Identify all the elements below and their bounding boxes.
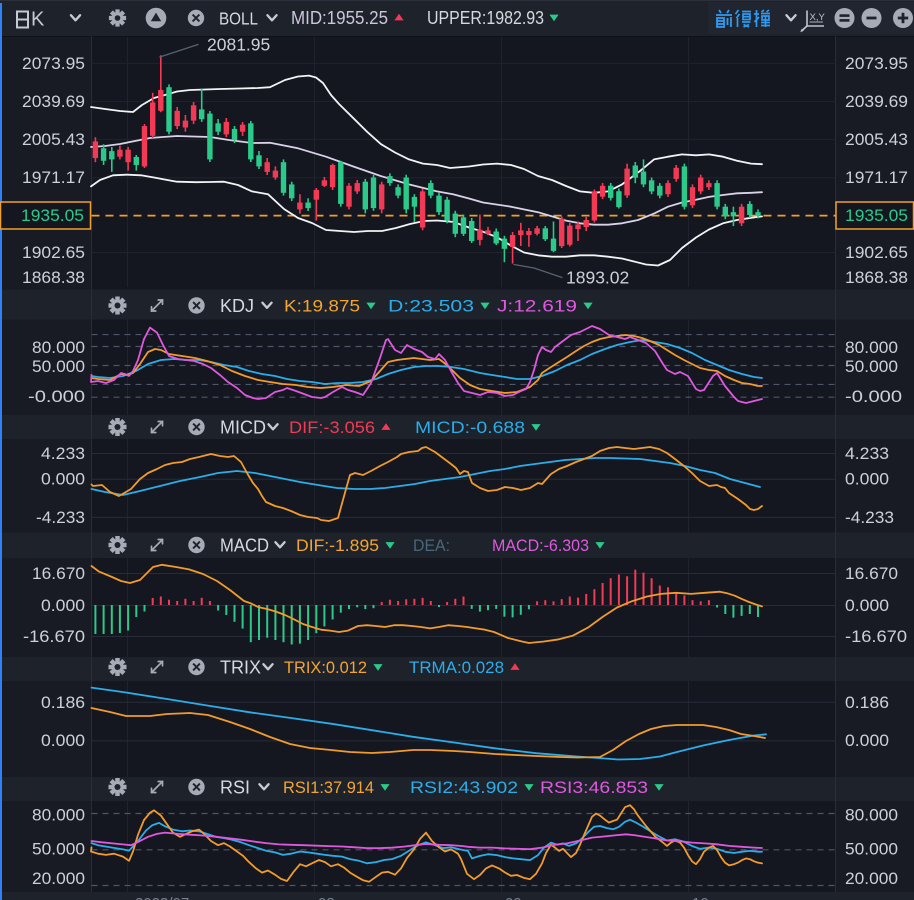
- svg-text:RSI: RSI: [220, 778, 250, 798]
- svg-text:RSI3:46.853: RSI3:46.853: [540, 778, 648, 797]
- svg-text:J:12.619: J:12.619: [497, 297, 577, 316]
- svg-text:0.000: 0.000: [41, 596, 85, 615]
- svg-text:2005.43: 2005.43: [845, 130, 908, 149]
- svg-text:80.000: 80.000: [845, 338, 898, 357]
- svg-text:50.000: 50.000: [845, 840, 898, 859]
- svg-text:0.000: 0.000: [41, 731, 85, 750]
- svg-text:0.186: 0.186: [845, 693, 889, 712]
- svg-text:0.000: 0.000: [845, 731, 889, 750]
- svg-text:DEA:: DEA:: [413, 536, 450, 555]
- svg-text:1902.65: 1902.65: [845, 243, 908, 262]
- svg-text:08: 08: [318, 895, 335, 900]
- svg-text:-16.670: -16.670: [23, 627, 85, 646]
- svg-text:16.670: 16.670: [32, 564, 85, 583]
- svg-text:2073.95: 2073.95: [845, 54, 908, 73]
- svg-text:4.233: 4.233: [845, 444, 889, 463]
- svg-text:2023/07: 2023/07: [135, 895, 189, 900]
- svg-text:MACD: MACD: [220, 536, 269, 556]
- svg-text:DIF:-1.895: DIF:-1.895: [296, 536, 379, 555]
- svg-text:20.000: 20.000: [32, 869, 85, 888]
- svg-text:50.000: 50.000: [32, 357, 85, 376]
- svg-text:RSI2:43.902: RSI2:43.902: [410, 778, 518, 797]
- svg-text:1935.05: 1935.05: [845, 206, 908, 225]
- svg-text:09: 09: [505, 895, 522, 900]
- svg-text:TRIX: TRIX: [220, 658, 261, 678]
- svg-text:50.000: 50.000: [845, 357, 898, 376]
- svg-text:-4.233: -4.233: [845, 508, 894, 527]
- svg-text:1971.17: 1971.17: [22, 168, 85, 187]
- svg-text:TRIX:0.012: TRIX:0.012: [284, 658, 367, 677]
- svg-text:0.000: 0.000: [845, 470, 889, 489]
- svg-text:2005.43: 2005.43: [22, 130, 85, 149]
- svg-text:BOLL: BOLL: [219, 9, 258, 29]
- svg-text:-0.000: -0.000: [845, 387, 902, 406]
- svg-text:10: 10: [692, 895, 709, 900]
- svg-text:80.000: 80.000: [32, 338, 85, 357]
- svg-text:1868.38: 1868.38: [845, 268, 908, 287]
- svg-text:2039.69: 2039.69: [22, 92, 85, 111]
- svg-text:DIF:-3.056: DIF:-3.056: [289, 418, 375, 437]
- svg-text:D:23.503: D:23.503: [388, 297, 474, 316]
- svg-text:1902.65: 1902.65: [22, 243, 85, 262]
- svg-text:1935.05: 1935.05: [21, 206, 84, 225]
- svg-text:-4.233: -4.233: [36, 508, 85, 527]
- svg-text:1971.17: 1971.17: [845, 168, 908, 187]
- svg-text:-16.670: -16.670: [845, 627, 907, 646]
- svg-text:80.000: 80.000: [32, 806, 85, 825]
- svg-text:2073.95: 2073.95: [22, 54, 85, 73]
- svg-text:2081.95: 2081.95: [207, 35, 270, 55]
- svg-text:K: K: [31, 9, 45, 31]
- svg-text:20.000: 20.000: [845, 869, 898, 888]
- svg-text:2039.69: 2039.69: [845, 92, 908, 111]
- svg-text:0.000: 0.000: [845, 596, 889, 615]
- svg-text:0.186: 0.186: [41, 693, 85, 712]
- svg-text:X,Y: X,Y: [810, 12, 826, 23]
- svg-text:TRMA:0.028: TRMA:0.028: [409, 658, 504, 677]
- svg-text:KDJ: KDJ: [220, 296, 254, 316]
- svg-text:50.000: 50.000: [32, 840, 85, 859]
- svg-text:-0.000: -0.000: [28, 387, 85, 406]
- svg-text:0.000: 0.000: [41, 470, 85, 489]
- svg-text:MICD:-0.688: MICD:-0.688: [415, 418, 525, 437]
- svg-text:1868.38: 1868.38: [22, 268, 85, 287]
- svg-text:16.670: 16.670: [845, 564, 898, 583]
- svg-text:K:19.875: K:19.875: [284, 297, 360, 316]
- svg-text:UPPER:1982.93: UPPER:1982.93: [427, 8, 544, 28]
- svg-text:MICD: MICD: [220, 418, 266, 438]
- svg-text:80.000: 80.000: [845, 806, 898, 825]
- svg-text:MID:1955.25: MID:1955.25: [291, 8, 388, 28]
- svg-text:1893.02: 1893.02: [566, 268, 629, 288]
- svg-text:MACD:-6.303: MACD:-6.303: [492, 536, 589, 555]
- svg-text:4.233: 4.233: [41, 444, 85, 463]
- svg-text:RSI1:37.914: RSI1:37.914: [283, 778, 374, 797]
